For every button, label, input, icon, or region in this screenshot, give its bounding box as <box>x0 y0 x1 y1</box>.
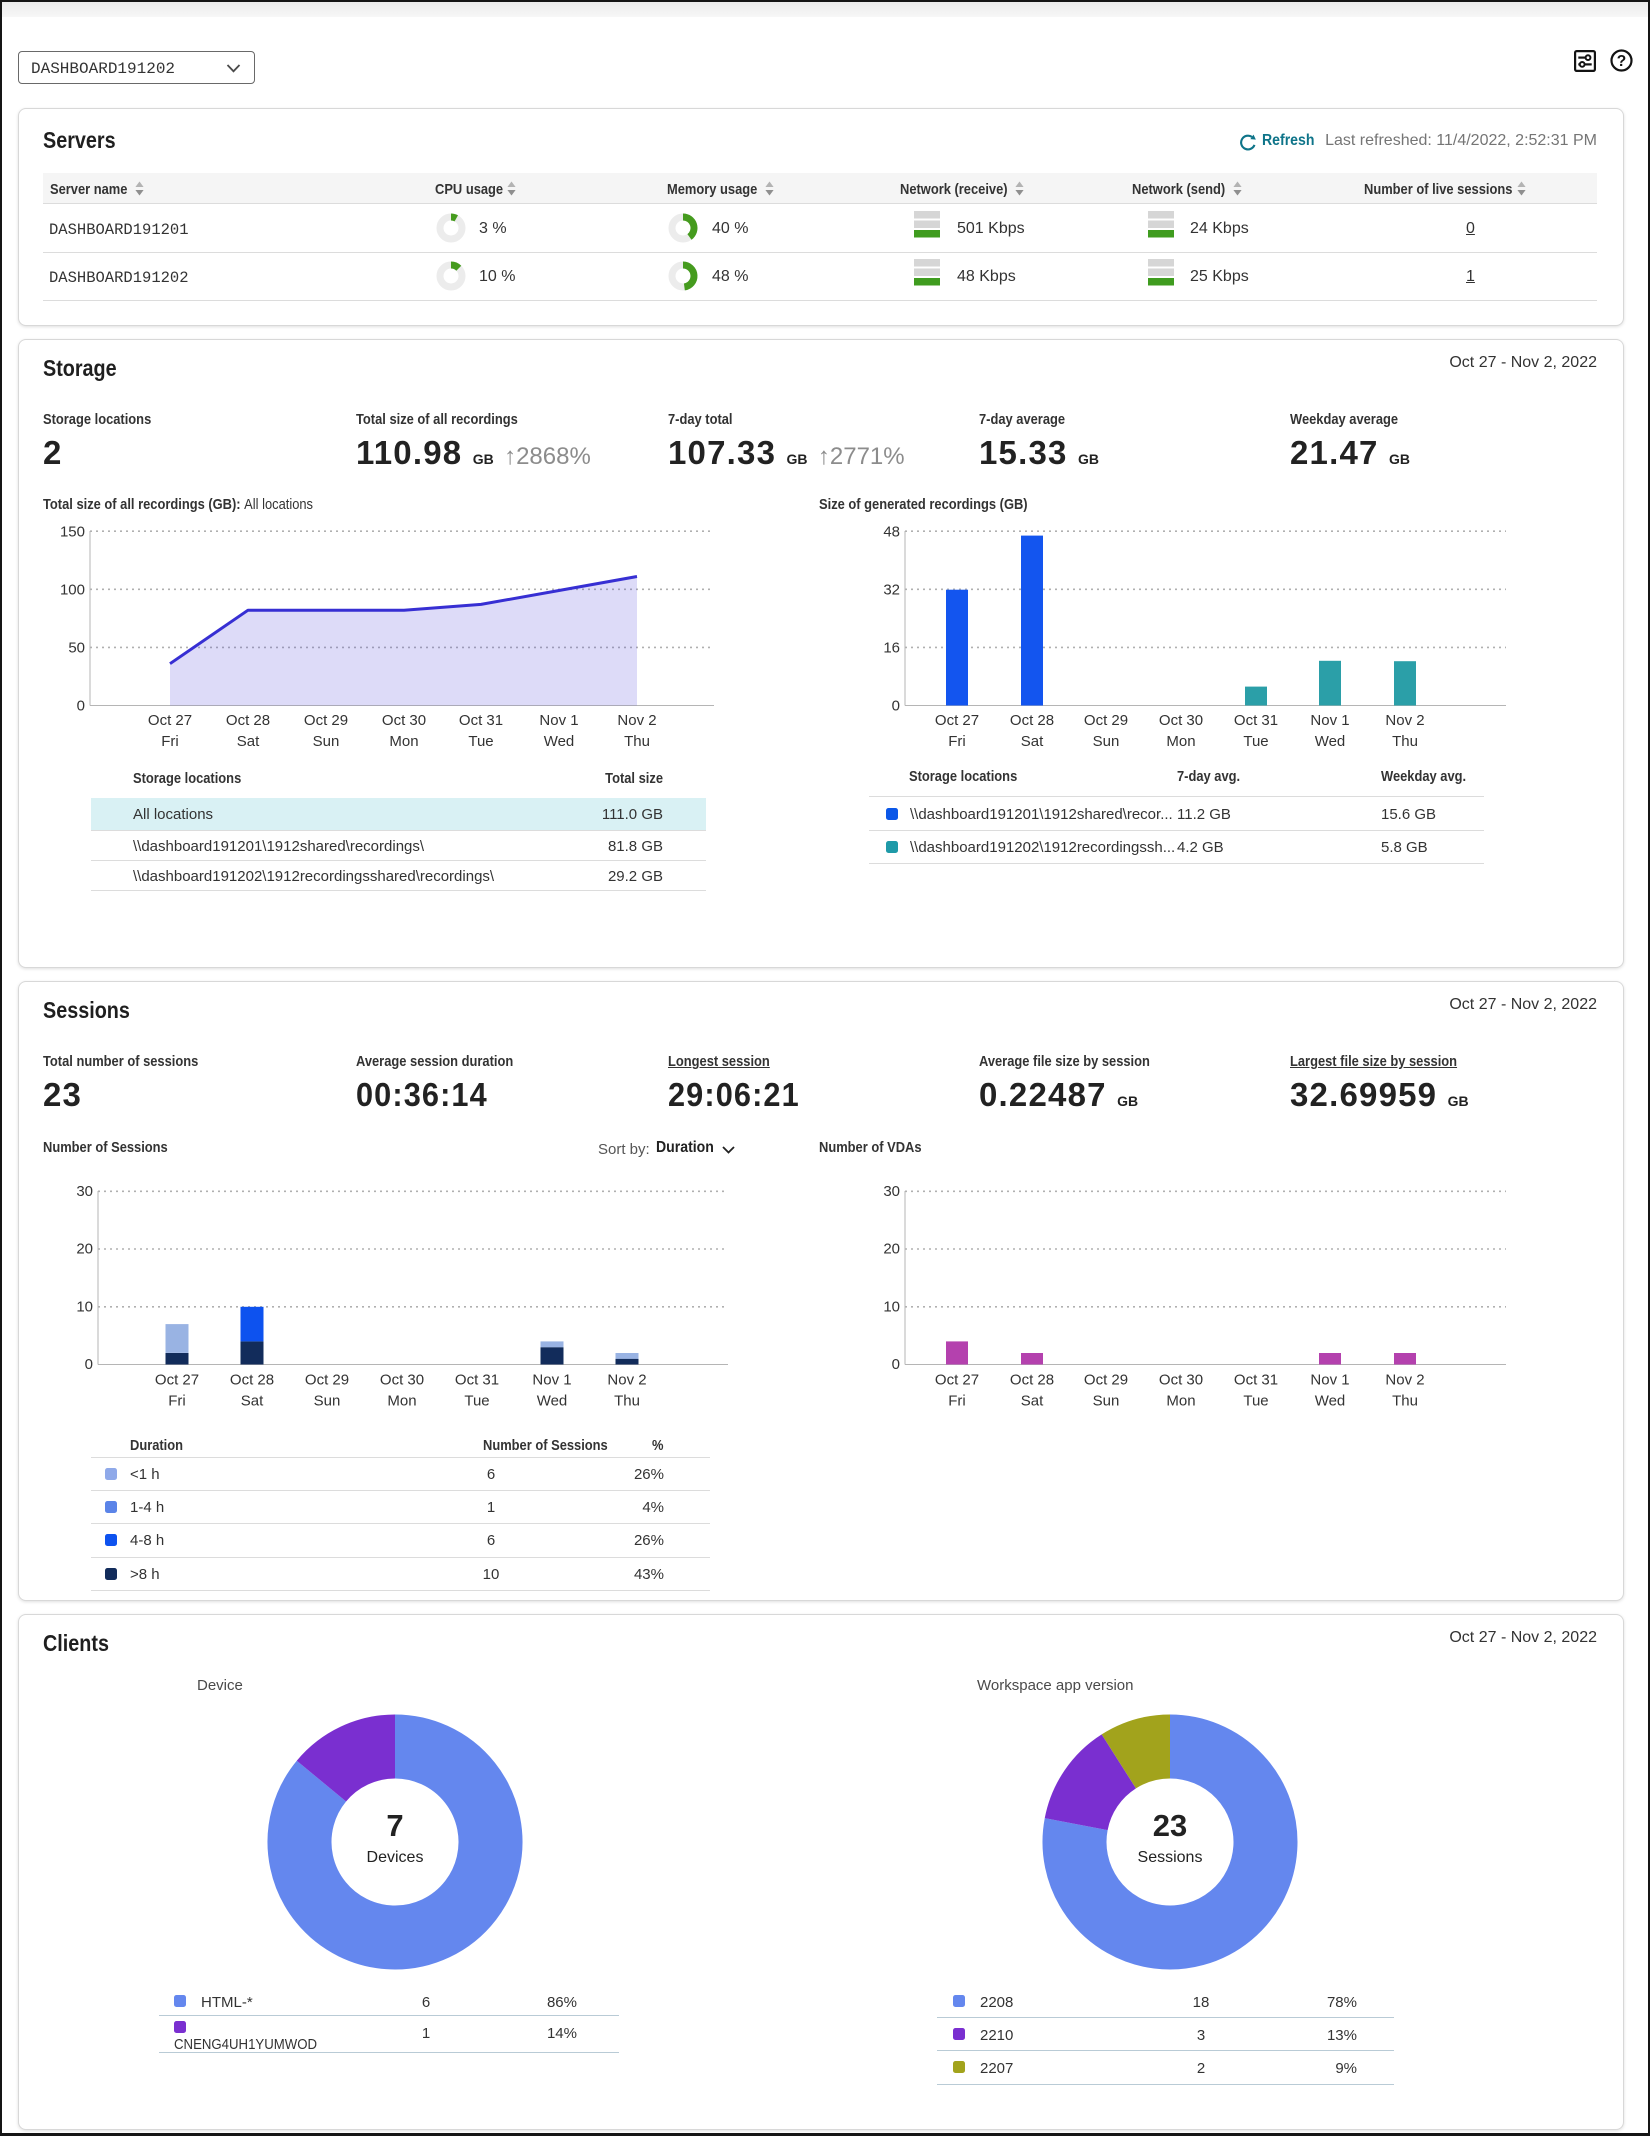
svg-text:Nov 2: Nov 2 <box>1385 1372 1424 1389</box>
svg-text:Oct 27: Oct 27 <box>148 712 192 729</box>
svg-text:30: 30 <box>883 1183 900 1200</box>
svg-text:Nov 2: Nov 2 <box>1385 712 1424 729</box>
svg-text:Nov 1: Nov 1 <box>1310 712 1349 729</box>
svg-text:Oct 28: Oct 28 <box>1010 1372 1054 1389</box>
svg-text:Wed: Wed <box>544 733 575 750</box>
svg-text:0: 0 <box>892 698 900 715</box>
svg-text:Sat: Sat <box>241 1393 264 1410</box>
svg-text:Thu: Thu <box>614 1393 640 1410</box>
svg-text:Tue: Tue <box>464 1393 489 1410</box>
svg-text:Mon: Mon <box>389 733 418 750</box>
svg-text:Oct 31: Oct 31 <box>1234 1372 1278 1389</box>
svg-text:Mon: Mon <box>387 1393 416 1410</box>
svg-text:Oct 28: Oct 28 <box>226 712 270 729</box>
svg-text:Oct 29: Oct 29 <box>1084 712 1128 729</box>
svg-text:Oct 27: Oct 27 <box>155 1372 199 1389</box>
svg-text:Sat: Sat <box>1021 733 1044 750</box>
svg-text:Sat: Sat <box>237 733 260 750</box>
svg-text:50: 50 <box>68 640 85 657</box>
svg-text:16: 16 <box>883 640 900 657</box>
svg-text:Sat: Sat <box>1021 1393 1044 1410</box>
svg-text:Thu: Thu <box>624 733 650 750</box>
svg-text:0: 0 <box>77 698 85 715</box>
svg-text:Sun: Sun <box>313 733 340 750</box>
svg-text:Oct 30: Oct 30 <box>380 1372 424 1389</box>
svg-text:Oct 31: Oct 31 <box>459 712 503 729</box>
svg-text:Wed: Wed <box>537 1393 568 1410</box>
svg-text:Sun: Sun <box>1093 733 1120 750</box>
svg-text:Oct 29: Oct 29 <box>1084 1372 1128 1389</box>
svg-text:Oct 28: Oct 28 <box>1010 712 1054 729</box>
svg-text:Nov 1: Nov 1 <box>1310 1372 1349 1389</box>
svg-text:Oct 28: Oct 28 <box>230 1372 274 1389</box>
svg-text:20: 20 <box>76 1241 93 1258</box>
svg-text:30: 30 <box>76 1183 93 1200</box>
svg-text:Wed: Wed <box>1315 733 1346 750</box>
svg-text:Mon: Mon <box>1166 733 1195 750</box>
svg-text:Fri: Fri <box>168 1393 186 1410</box>
svg-text:Nov 1: Nov 1 <box>539 712 578 729</box>
svg-text:48: 48 <box>883 524 900 541</box>
svg-text:Thu: Thu <box>1392 733 1418 750</box>
svg-text:Fri: Fri <box>161 733 179 750</box>
svg-text:Nov 1: Nov 1 <box>532 1372 571 1389</box>
svg-text:Oct 30: Oct 30 <box>1159 712 1203 729</box>
svg-text:10: 10 <box>883 1299 900 1316</box>
svg-text:Fri: Fri <box>948 1393 966 1410</box>
svg-text:Oct 30: Oct 30 <box>382 712 426 729</box>
svg-text:Oct 29: Oct 29 <box>305 1372 349 1389</box>
svg-text:Oct 30: Oct 30 <box>1159 1372 1203 1389</box>
svg-text:Wed: Wed <box>1315 1393 1346 1410</box>
svg-text:150: 150 <box>60 524 85 541</box>
svg-text:Oct 31: Oct 31 <box>1234 712 1278 729</box>
svg-text:?: ? <box>1617 53 1626 70</box>
svg-text:Sun: Sun <box>1093 1393 1120 1410</box>
svg-text:Oct 29: Oct 29 <box>304 712 348 729</box>
svg-text:10: 10 <box>76 1299 93 1316</box>
svg-text:Tue: Tue <box>468 733 493 750</box>
svg-text:Oct 31: Oct 31 <box>455 1372 499 1389</box>
svg-text:0: 0 <box>85 1356 93 1373</box>
svg-text:100: 100 <box>60 582 85 599</box>
svg-text:Thu: Thu <box>1392 1393 1418 1410</box>
svg-text:Nov 2: Nov 2 <box>607 1372 646 1389</box>
svg-text:Nov 2: Nov 2 <box>617 712 656 729</box>
svg-text:Mon: Mon <box>1166 1393 1195 1410</box>
svg-text:Tue: Tue <box>1243 733 1268 750</box>
svg-text:Tue: Tue <box>1243 1393 1268 1410</box>
svg-text:Oct 27: Oct 27 <box>935 1372 979 1389</box>
svg-text:0: 0 <box>892 1356 900 1373</box>
svg-text:32: 32 <box>883 582 900 599</box>
svg-text:Fri: Fri <box>948 733 966 750</box>
svg-text:Oct 27: Oct 27 <box>935 712 979 729</box>
svg-text:20: 20 <box>883 1241 900 1258</box>
svg-text:Sun: Sun <box>314 1393 341 1410</box>
